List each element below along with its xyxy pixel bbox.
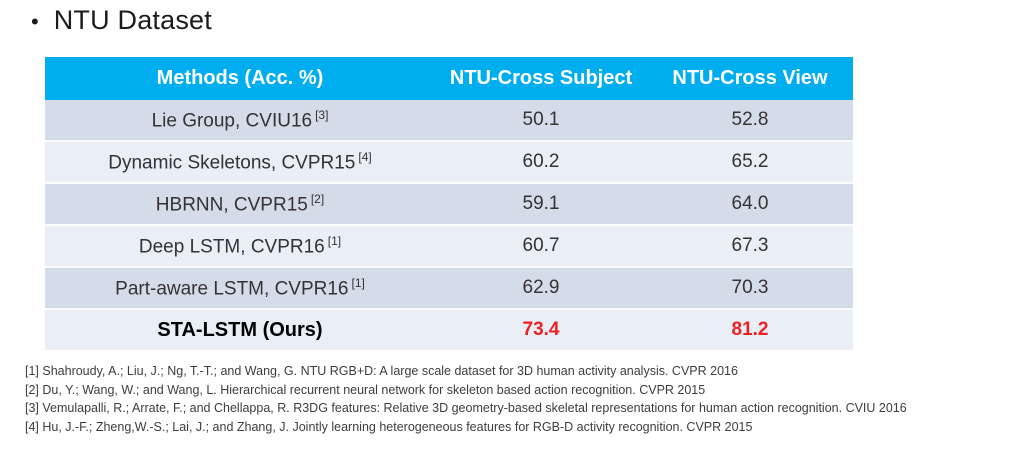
- method-name: HBRNN, CVPR15: [155, 194, 308, 216]
- cross-subject-value: 62.9: [435, 266, 647, 309]
- table-row: Deep LSTM, CVPR16 [1] 60.7 67.3: [45, 224, 853, 267]
- footnote-line: [1] Shahroudy, A.; Liu, J.; Ng, T.-T.; a…: [25, 364, 738, 378]
- method-cell: Deep LSTM, CVPR16 [1]: [45, 224, 435, 267]
- cross-view-value: 52.8: [647, 100, 853, 141]
- citation-ref: [3]: [315, 107, 329, 122]
- column-header: Methods (Acc. %): [45, 57, 435, 100]
- citation-ref: [1]: [327, 233, 342, 248]
- table-row: Part-aware LSTM, CVPR16 [1] 62.9 70.3: [45, 266, 853, 309]
- footnote-line: [4] Hu, J.-F.; Zheng,W.-S.; Lai, J.; and…: [25, 419, 753, 434]
- footnote-line: [2] Du, Y.; Wang, W.; and Wang, L. Hiera…: [25, 382, 706, 397]
- footnotes: [1] Shahroudy, A.; Liu, J.; Ng, T.-T.; a…: [25, 362, 1015, 436]
- cross-subject-value: 73.4: [435, 308, 647, 350]
- cross-subject-value: 59.1: [435, 182, 647, 225]
- method-name: Lie Group, CVIU16: [151, 110, 313, 132]
- citation-ref: [2]: [310, 191, 325, 206]
- table-header: Methods (Acc. %) NTU-Cross Subject NTU-Cro…: [45, 57, 853, 100]
- cross-subject-value: 60.2: [435, 140, 647, 183]
- results-table: Methods (Acc. %) NTU-Cross Subject NTU-Cro…: [45, 57, 853, 350]
- citation-ref: [1]: [351, 275, 365, 290]
- column-header: NTU-Cross Subject: [435, 57, 647, 100]
- cross-view-value: 70.3: [647, 266, 853, 309]
- citation-ref: [4]: [358, 149, 372, 164]
- method-cell: HBRNN, CVPR15 [2]: [45, 182, 435, 225]
- slide-title-row: • NTU Dataset: [31, 5, 212, 36]
- table-row: HBRNN, CVPR15 [2] 59.1 64.0: [45, 182, 853, 225]
- table-row: Lie Group, CVIU16 [3] 50.1 52.8: [45, 100, 853, 141]
- cross-subject-value: 50.1: [435, 100, 647, 141]
- table-row: Dynamic Skeletons, CVPR15 [4] 60.2 65.2: [45, 140, 853, 183]
- cross-view-value: 81.2: [647, 308, 853, 350]
- method-name: STA-LSTM (Ours): [157, 318, 323, 341]
- cross-view-value: 65.2: [647, 140, 853, 183]
- table-body: Lie Group, CVIU16 [3] 50.1 52.8 Dynamic Skel…: [45, 100, 853, 350]
- cross-view-value: 64.0: [647, 182, 853, 225]
- page-title: NTU Dataset: [53, 5, 212, 35]
- method-name: Deep LSTM, CVPR16: [138, 236, 325, 258]
- cross-subject-value: 60.7: [435, 224, 647, 267]
- bullet-icon: •: [31, 8, 39, 34]
- method-name: Dynamic Skeletons, CVPR15: [108, 152, 356, 174]
- method-name: Part-aware LSTM, CVPR16: [115, 278, 349, 300]
- method-cell: STA-LSTM (Ours): [45, 308, 435, 350]
- cross-view-value: 67.3: [647, 224, 853, 267]
- method-cell: Lie Group, CVIU16 [3]: [45, 100, 435, 141]
- column-header: NTU-Cross View: [647, 57, 853, 100]
- method-cell: Dynamic Skeletons, CVPR15 [4]: [45, 140, 435, 183]
- table-header-row: Methods (Acc. %) NTU-Cross Subject NTU-Cro…: [45, 57, 853, 100]
- method-cell: Part-aware LSTM, CVPR16 [1]: [45, 266, 435, 309]
- footnote-line: [3] Vemulapalli, R.; Arrate, F.; and Che…: [25, 401, 907, 415]
- table-row: STA-LSTM (Ours) 73.4 81.2: [45, 308, 853, 350]
